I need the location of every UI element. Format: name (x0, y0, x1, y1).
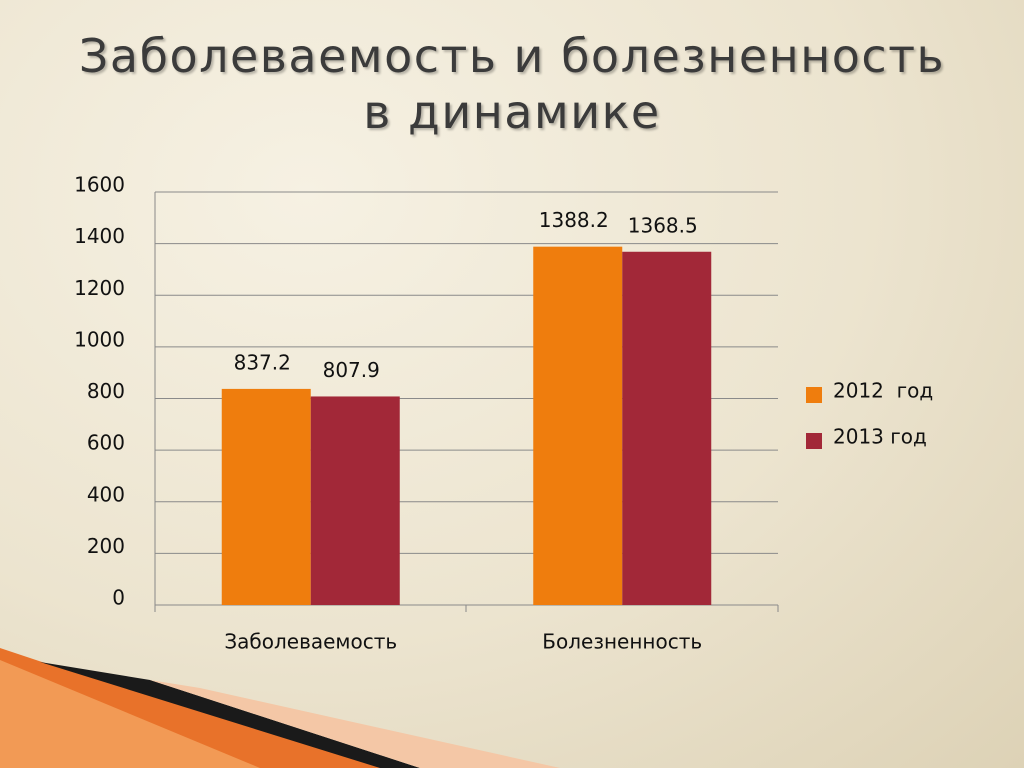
y-tick-label: 800 (87, 379, 125, 403)
x-tick-label: Заболеваемость (224, 630, 397, 654)
bar (622, 251, 712, 606)
chart-title: Заболеваемость и болезненность в динамик… (78, 29, 946, 139)
y-tick-label: 1000 (74, 327, 125, 351)
bar (533, 246, 623, 605)
y-tick-label: 600 (87, 431, 125, 455)
legend-label: 2013 год (833, 425, 927, 449)
data-label: 807.9 (323, 358, 380, 382)
y-tick-label: 400 (87, 482, 125, 506)
legend-swatch (806, 433, 822, 449)
y-tick-label: 0 (112, 586, 125, 610)
bar (221, 388, 311, 605)
legend-label: 2012 год (833, 379, 933, 403)
decoration (0, 648, 560, 768)
y-tick-label: 1400 (74, 224, 125, 248)
y-tick-label: 200 (87, 534, 125, 558)
data-label: 1368.5 (628, 213, 698, 237)
y-tick-label: 1600 (74, 173, 125, 197)
data-label: 1388.2 (539, 208, 609, 232)
bar (310, 396, 400, 605)
x-tick-label: Болезненность (542, 630, 702, 654)
y-tick-label: 1200 (74, 276, 125, 300)
data-label: 837.2 (234, 350, 291, 374)
legend-swatch (806, 387, 822, 403)
